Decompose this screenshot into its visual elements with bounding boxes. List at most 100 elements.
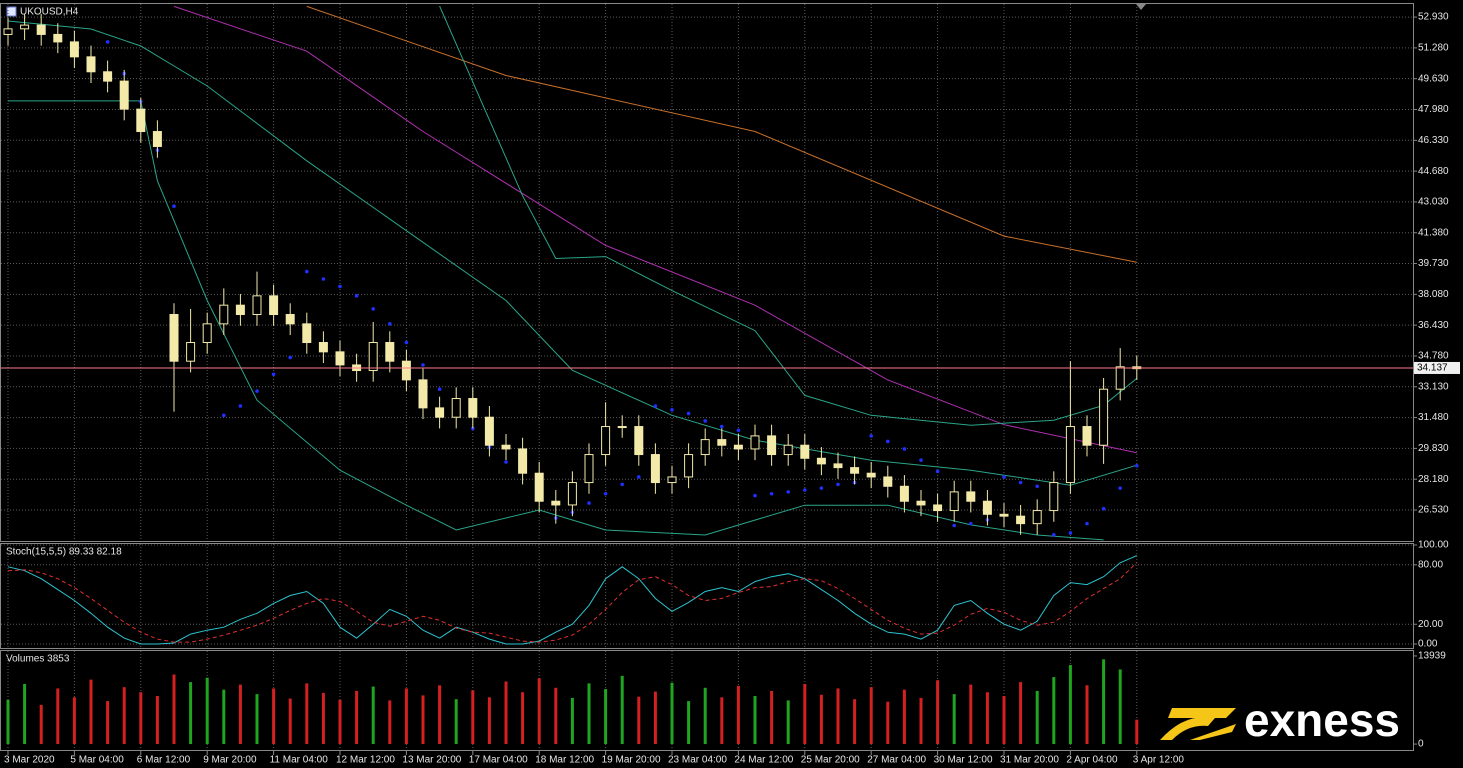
sar-dot bbox=[404, 340, 409, 345]
volume-bar bbox=[902, 689, 906, 745]
volume-bar bbox=[39, 704, 43, 745]
x-tick-label: 3 Mar 2020 bbox=[4, 755, 55, 766]
sar-dot bbox=[437, 387, 442, 391]
candle-body bbox=[302, 323, 312, 344]
volume-bar bbox=[189, 682, 193, 745]
sar-dot bbox=[637, 475, 641, 479]
volume-bar bbox=[371, 686, 375, 745]
sar-dot bbox=[720, 424, 724, 429]
volume-bar bbox=[404, 688, 408, 745]
brand-name: exness bbox=[1244, 694, 1400, 746]
volume-bar bbox=[1068, 665, 1072, 745]
sar-dot bbox=[786, 490, 790, 494]
sar-dot bbox=[703, 419, 707, 423]
x-tick-label: 17 Mar 04:00 bbox=[469, 755, 528, 766]
volume-title: Volumes 3853 bbox=[6, 654, 70, 665]
candle-body bbox=[136, 108, 146, 133]
candle-body bbox=[551, 500, 561, 506]
candle-body bbox=[86, 56, 96, 73]
candle-body bbox=[418, 379, 428, 409]
volume-bar bbox=[222, 689, 226, 745]
candle-body bbox=[451, 398, 461, 418]
symbol-icon bbox=[6, 6, 17, 17]
volume-bar bbox=[504, 681, 508, 745]
candle-body bbox=[899, 485, 909, 502]
volume-bar bbox=[919, 697, 923, 745]
candle-body bbox=[385, 342, 395, 362]
sar-dot bbox=[305, 269, 309, 274]
y-tick-label: 51.280 bbox=[1418, 43, 1449, 54]
sar-dot bbox=[1118, 486, 1122, 490]
candle-body bbox=[601, 426, 611, 456]
sar-dot bbox=[969, 521, 973, 526]
sar-dot bbox=[902, 447, 907, 451]
volume-bar bbox=[421, 695, 425, 745]
sar-dot bbox=[753, 493, 757, 498]
volume-bar bbox=[288, 698, 292, 745]
sar-dot bbox=[354, 294, 359, 298]
candle-body bbox=[783, 444, 793, 456]
candle-body bbox=[617, 426, 627, 429]
last-price-label: 34.137 bbox=[1417, 363, 1448, 374]
volume-bar bbox=[338, 699, 342, 745]
volume-bar bbox=[454, 699, 458, 745]
volume-bar bbox=[703, 687, 707, 745]
candle-body bbox=[501, 444, 511, 450]
candle-body bbox=[103, 71, 113, 82]
sar-dot bbox=[1101, 506, 1106, 511]
sar-dot bbox=[105, 40, 110, 44]
volume-bar bbox=[670, 682, 674, 745]
volume-bar bbox=[786, 700, 790, 745]
candle-body bbox=[69, 41, 79, 58]
brand-logo: exness bbox=[1160, 694, 1400, 746]
x-tick-label: 24 Mar 12:00 bbox=[734, 755, 793, 766]
sar-dot bbox=[603, 491, 608, 496]
candle-body bbox=[285, 314, 295, 325]
volume-bar bbox=[6, 699, 10, 745]
volume-bar bbox=[637, 696, 641, 745]
x-tick-label: 23 Mar 04:00 bbox=[668, 755, 727, 766]
indicator-line bbox=[7, 20, 1137, 486]
sar-dot bbox=[1002, 475, 1006, 479]
y-tick-label: 34.780 bbox=[1418, 351, 1449, 362]
candle-body bbox=[1032, 510, 1042, 525]
volume-bar bbox=[620, 675, 624, 745]
candle-body bbox=[584, 454, 594, 484]
sar-dot bbox=[1085, 521, 1089, 526]
sar-dot bbox=[1068, 531, 1073, 535]
volume-bar bbox=[355, 690, 359, 745]
x-tick-label: 12 Mar 12:00 bbox=[336, 755, 395, 766]
candle-body bbox=[717, 439, 727, 446]
sar-dot bbox=[1052, 533, 1056, 537]
volume-bar bbox=[853, 699, 857, 745]
volume-bar bbox=[255, 694, 259, 745]
y-tick-label: 26.530 bbox=[1418, 505, 1449, 516]
sar-dot bbox=[935, 469, 940, 474]
sar-dot bbox=[255, 389, 259, 393]
x-tick-label: 31 Mar 20:00 bbox=[1000, 755, 1059, 766]
x-tick-label: 11 Mar 04:00 bbox=[270, 755, 329, 766]
volume-bar bbox=[1035, 690, 1039, 745]
candle-body bbox=[1049, 482, 1059, 512]
volume-bar bbox=[936, 680, 940, 745]
candle-body bbox=[733, 444, 743, 450]
logo-mark bbox=[1168, 708, 1236, 718]
sar-dot bbox=[587, 501, 591, 505]
volume-bar bbox=[886, 701, 890, 745]
candle-body bbox=[1065, 426, 1075, 484]
volume-frame bbox=[0, 650, 1414, 751]
volume-bar bbox=[969, 684, 973, 745]
volume-bar bbox=[952, 694, 956, 745]
volume-bar bbox=[570, 697, 574, 745]
candle-body bbox=[368, 342, 378, 372]
candle-body bbox=[3, 28, 13, 35]
y-tick-label: 80.00 bbox=[1418, 559, 1443, 570]
y-tick-label: 47.980 bbox=[1418, 104, 1449, 115]
candle-body bbox=[982, 500, 992, 515]
sar-dot bbox=[670, 407, 674, 412]
candle-body bbox=[186, 342, 196, 362]
volume-bar bbox=[653, 691, 657, 745]
volume-bar bbox=[89, 679, 93, 745]
y-tick-label: 0 bbox=[1418, 739, 1424, 750]
